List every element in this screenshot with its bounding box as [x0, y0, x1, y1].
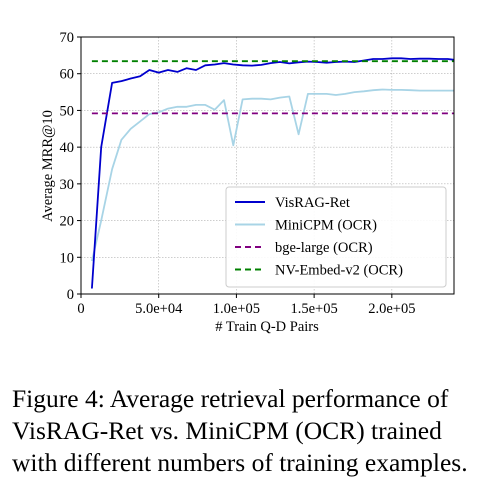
y-tick-label: 70: [60, 30, 75, 46]
legend-label: MiniCPM (OCR): [275, 218, 377, 234]
legend-box: [225, 186, 447, 288]
legend: VisRAG-Ret MiniCPM (OCR) bge-large (OCR) NV…: [225, 186, 447, 288]
legend-label: NV-Embed-v2 (OCR): [275, 263, 403, 279]
y-axis-label: Average MRR@10: [40, 110, 56, 222]
series-line-visrag-ret: [91, 57, 455, 289]
figure-caption: Figure 4: Average retrieval performance …: [12, 383, 494, 479]
plot-frame: [80, 36, 455, 295]
y-tick-label: 0: [67, 287, 74, 303]
y-tick-label: 30: [60, 177, 75, 193]
x-tick-label: 2.0e+05: [368, 301, 415, 317]
y-tick-label: 40: [60, 140, 75, 156]
axes: 0 5.0e+04 1.0e+05 1.5e+05 2.0e+05 0 10 20 30 40 50…: [60, 30, 416, 317]
legend-label: bge-large (OCR): [275, 240, 373, 256]
x-axis-label: # Train Q-D Pairs: [215, 319, 319, 335]
y-tick-label: 20: [60, 214, 75, 230]
y-tick-label: 10: [60, 250, 75, 266]
x-tick-label: 0: [77, 301, 84, 317]
line-chart: 0 5.0e+04 1.0e+05 1.5e+05 2.0e+05 0 10 20 30 40 50…: [40, 30, 455, 335]
y-tick-label: 50: [60, 103, 75, 119]
x-tick-label: 5.0e+04: [135, 301, 183, 317]
series-layer: [91, 57, 455, 289]
caption-line-3: with different numbers of training examp…: [12, 448, 468, 477]
x-tick-label: 1.5e+05: [291, 301, 338, 317]
caption-line-2: VisRAG-Ret vs. MiniCPM (OCR) trained: [12, 416, 442, 445]
legend-label: VisRAG-Ret: [275, 195, 350, 211]
y-tick-label: 60: [60, 67, 75, 83]
caption-line-1: Figure 4: Average retrieval performance …: [12, 384, 449, 413]
x-tick-label: 1.0e+05: [213, 301, 260, 317]
